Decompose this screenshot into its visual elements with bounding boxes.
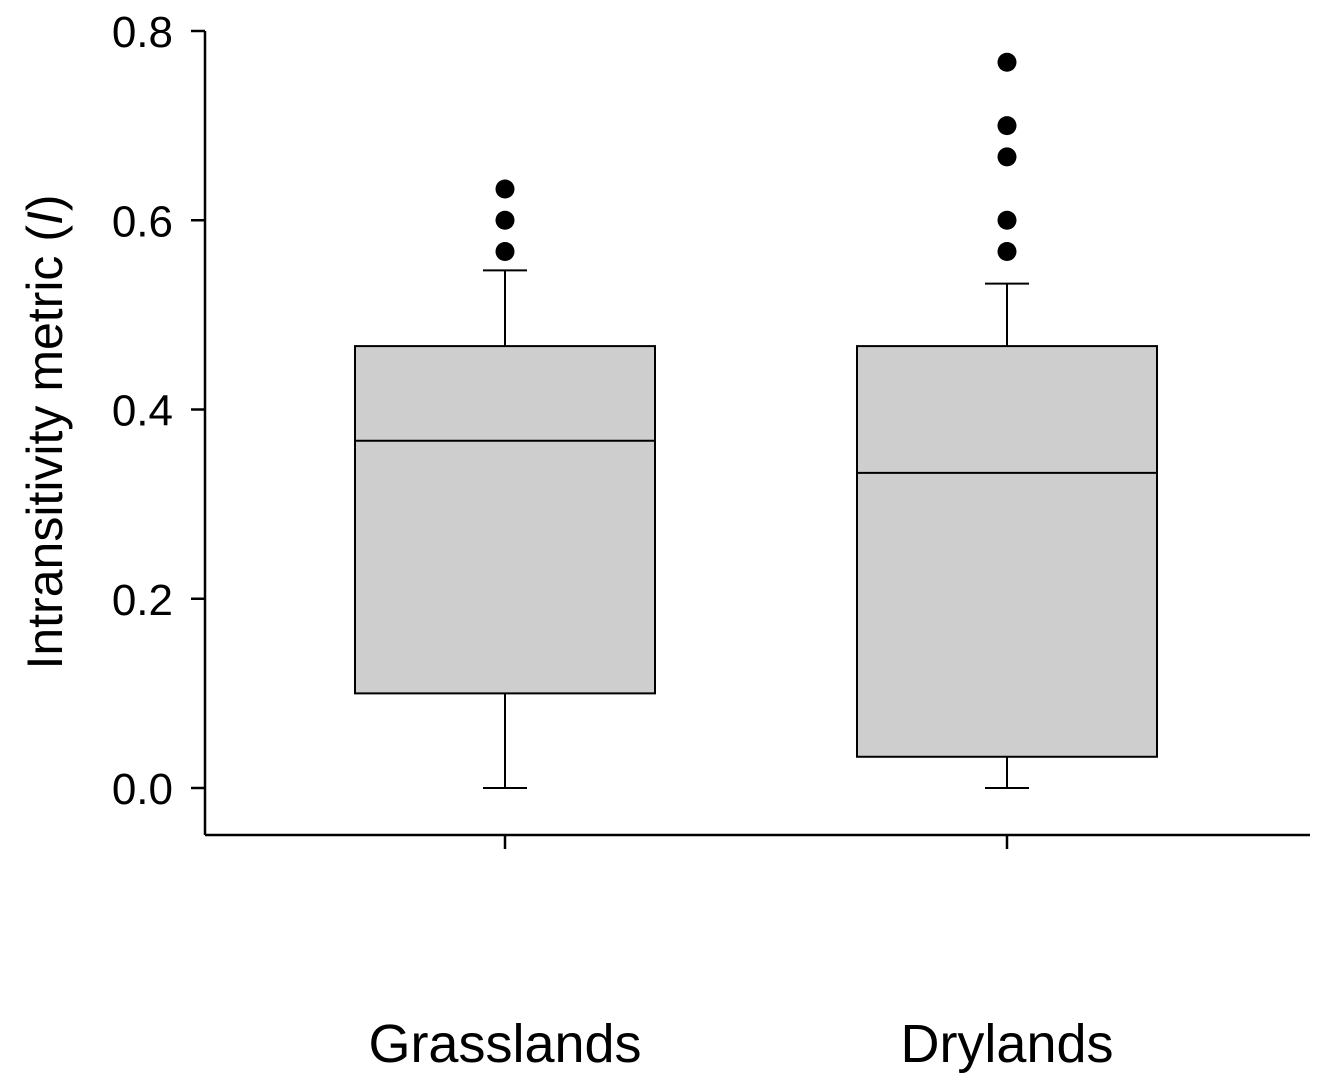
- box-series: [354, 52, 1158, 789]
- y-tick-label: 0.2: [112, 576, 173, 625]
- x-category-label: Grasslands: [368, 1014, 641, 1074]
- outlier-point: [495, 179, 515, 199]
- outlier-point: [495, 241, 515, 261]
- outlier-point: [997, 241, 1017, 261]
- box-iqr: [354, 345, 656, 695]
- y-axis-title: Intransitivity metric (I): [17, 194, 73, 669]
- outlier-point: [495, 210, 515, 230]
- y-axis-title-text: Intransitivity metric (: [17, 225, 73, 670]
- outlier-point: [997, 210, 1017, 230]
- x-category-label: Drylands: [900, 1014, 1113, 1074]
- outlier-point: [997, 52, 1017, 72]
- outlier-point: [997, 116, 1017, 136]
- y-axis: 0.0 0.2 0.4 0.6 0.8: [112, 8, 207, 835]
- box-group: [354, 179, 656, 789]
- box-iqr: [856, 345, 1158, 758]
- y-tick-label: 0.0: [112, 765, 173, 814]
- y-tick-label: 0.8: [112, 8, 173, 57]
- x-axis: Grasslands Drylands: [205, 833, 1310, 1074]
- y-tick-label: 0.4: [112, 387, 173, 436]
- y-axis-title-symbol: I: [17, 211, 73, 225]
- outlier-point: [997, 147, 1017, 167]
- y-tick-label: 0.6: [112, 197, 173, 246]
- y-axis-title-close: ): [17, 194, 73, 211]
- box-group: [856, 52, 1158, 789]
